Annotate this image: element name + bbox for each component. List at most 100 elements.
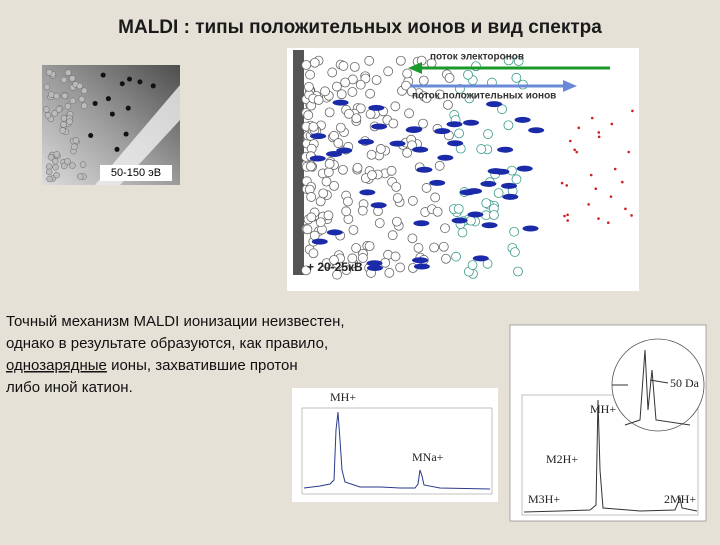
particle bbox=[332, 269, 343, 280]
peak-label: 2MH+ bbox=[664, 492, 696, 506]
particle bbox=[412, 257, 429, 264]
particle bbox=[368, 104, 385, 111]
particle bbox=[100, 72, 106, 78]
particle bbox=[338, 164, 348, 175]
particle bbox=[476, 144, 487, 154]
particle bbox=[69, 97, 77, 105]
particle bbox=[412, 146, 429, 153]
particle bbox=[44, 112, 52, 119]
particle bbox=[413, 243, 424, 253]
particle bbox=[327, 67, 338, 78]
particle bbox=[338, 61, 349, 71]
particle bbox=[79, 161, 87, 168]
particle bbox=[489, 210, 499, 220]
particle bbox=[453, 203, 464, 214]
paragraph: Точный механизм MALDI ионизации неизвест… bbox=[6, 313, 345, 396]
particle bbox=[390, 101, 401, 112]
peak-label: M3H+ bbox=[528, 492, 560, 506]
particle bbox=[119, 81, 125, 87]
particle bbox=[364, 55, 375, 66]
particle bbox=[463, 119, 480, 126]
particle bbox=[402, 68, 413, 79]
particle bbox=[405, 127, 422, 134]
particle bbox=[302, 224, 313, 235]
particle bbox=[365, 88, 376, 99]
particle bbox=[64, 69, 72, 76]
particle bbox=[357, 205, 368, 216]
spectrum-1: MH+ MNa+ bbox=[292, 388, 498, 502]
particle bbox=[391, 216, 402, 227]
particle bbox=[418, 75, 429, 86]
particle bbox=[80, 87, 88, 95]
particle bbox=[336, 147, 353, 154]
underlined-word: однозарядные bbox=[6, 357, 107, 374]
particle bbox=[590, 116, 594, 120]
particle bbox=[418, 118, 428, 129]
spectrum-line bbox=[523, 399, 698, 513]
text-line: либо иной катион. bbox=[6, 379, 133, 396]
particle bbox=[587, 203, 590, 206]
particle bbox=[150, 83, 156, 89]
particle bbox=[516, 165, 533, 172]
particle bbox=[573, 148, 577, 152]
particle bbox=[310, 133, 327, 140]
particle bbox=[46, 69, 53, 76]
particle bbox=[313, 95, 324, 105]
particle bbox=[387, 230, 398, 241]
particle bbox=[569, 139, 572, 143]
particle bbox=[464, 93, 475, 104]
particle bbox=[69, 162, 76, 169]
particle bbox=[324, 158, 335, 169]
particle bbox=[306, 192, 317, 202]
particle bbox=[610, 122, 614, 126]
particle bbox=[513, 56, 524, 67]
arrowhead bbox=[408, 62, 422, 74]
particle bbox=[364, 241, 375, 252]
particle bbox=[329, 255, 339, 265]
particle bbox=[309, 155, 326, 162]
particle bbox=[137, 79, 143, 85]
particle bbox=[444, 73, 455, 83]
particle bbox=[323, 210, 334, 221]
particle bbox=[335, 122, 346, 133]
particle bbox=[344, 108, 354, 119]
particle bbox=[384, 267, 395, 278]
particle bbox=[502, 193, 519, 200]
particle bbox=[631, 109, 634, 113]
particle bbox=[60, 121, 67, 128]
particle bbox=[43, 83, 51, 91]
spectrum-2: 50 Da MH+ M2H+ M3H+ 2MH+ bbox=[509, 324, 707, 522]
particle bbox=[630, 214, 633, 217]
particle bbox=[92, 100, 98, 106]
particle bbox=[45, 168, 53, 176]
particle bbox=[61, 92, 69, 100]
particle bbox=[609, 195, 613, 198]
particle bbox=[55, 106, 63, 113]
particle bbox=[374, 218, 385, 228]
particle bbox=[481, 198, 492, 209]
particle bbox=[457, 227, 468, 238]
particle bbox=[391, 182, 402, 192]
text-line: однако в результате образуются, как прав… bbox=[6, 335, 328, 352]
particle bbox=[522, 225, 539, 232]
particle bbox=[451, 217, 468, 224]
particle bbox=[303, 110, 314, 121]
text-line: Точный механизм MALDI ионизации неизвест… bbox=[6, 313, 345, 330]
particle bbox=[60, 115, 68, 122]
particle bbox=[503, 120, 514, 131]
particle bbox=[597, 131, 601, 134]
particle bbox=[357, 138, 374, 145]
particle bbox=[76, 82, 83, 90]
particle bbox=[303, 81, 314, 92]
plot-frame bbox=[301, 407, 493, 495]
particle bbox=[438, 241, 449, 252]
particle bbox=[509, 247, 520, 257]
particle bbox=[560, 181, 564, 185]
energy-label: 50-150 эВ bbox=[111, 167, 161, 179]
particle bbox=[348, 225, 359, 235]
particle bbox=[305, 161, 316, 172]
beam bbox=[95, 85, 180, 185]
particle bbox=[467, 260, 478, 270]
particle bbox=[371, 123, 388, 130]
